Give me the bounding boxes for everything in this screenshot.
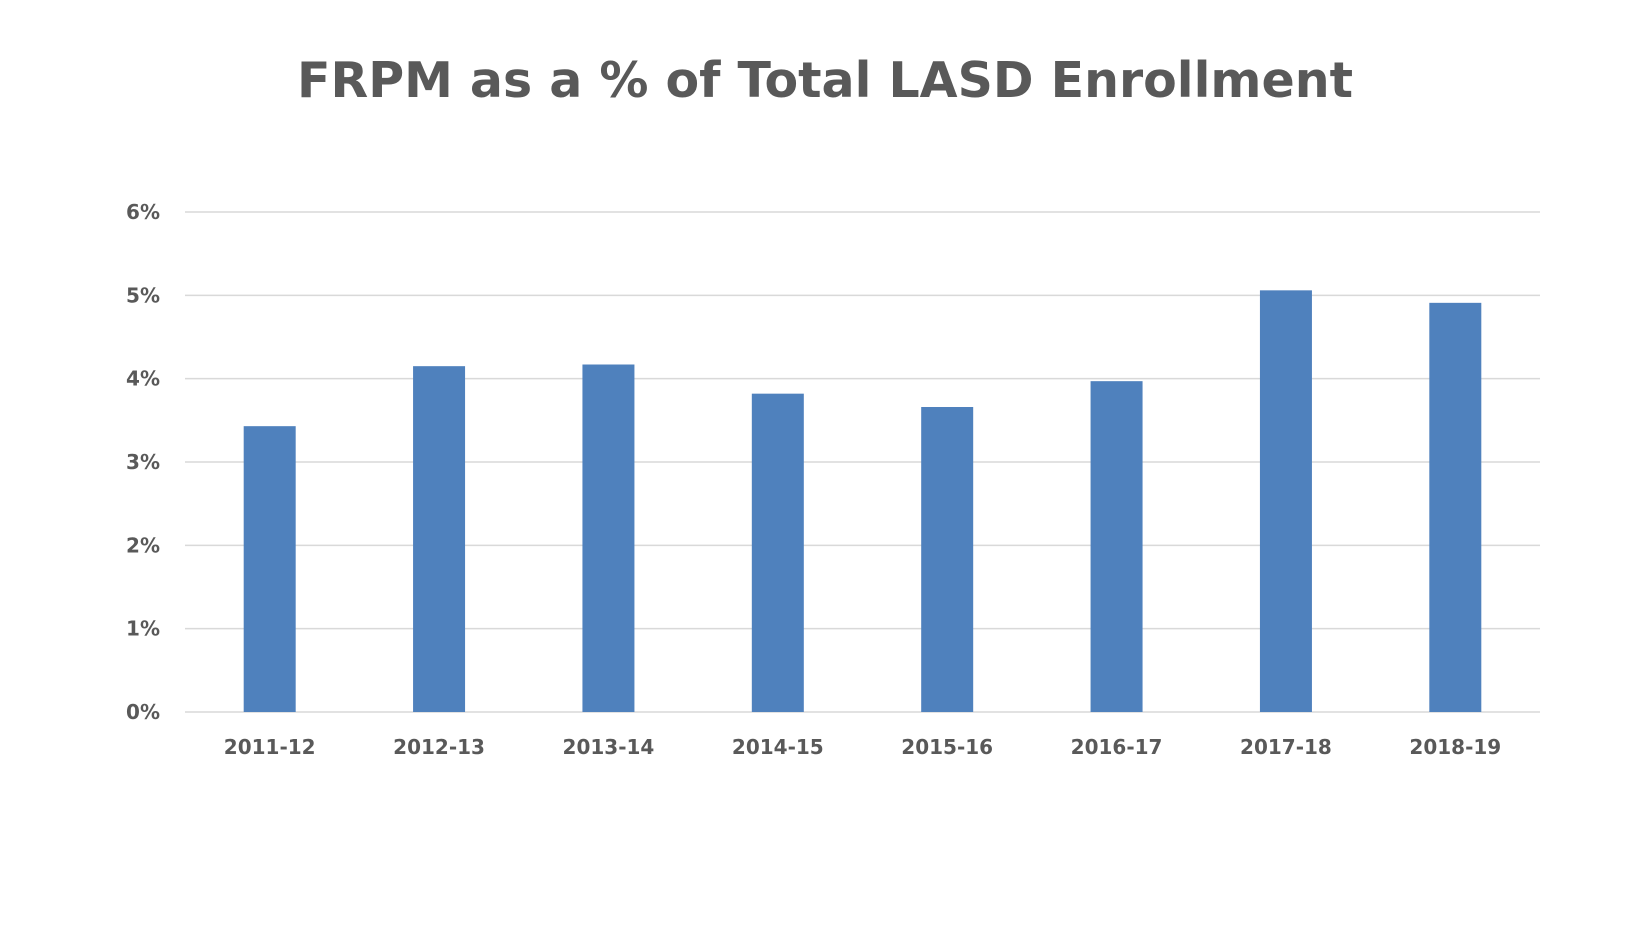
bar-2013-14 (582, 364, 635, 712)
chart-title: FRPM as a % of Total LASD Enrollment (296, 52, 1353, 109)
x-tick-label: 2011-12 (224, 735, 316, 759)
y-tick-label: 2% (126, 533, 160, 557)
y-tick-label: 3% (126, 450, 160, 474)
bars (243, 290, 1482, 712)
x-tick-label: 2012-13 (393, 735, 485, 759)
bar-2016-17 (1090, 381, 1143, 712)
x-tick-label: 2013-14 (563, 735, 655, 759)
y-axis-tick-labels: 0% 1% 2% 3% 4% 5% 6% (126, 200, 160, 724)
x-tick-label: 2015-16 (901, 735, 993, 759)
y-tick-label: 0% (126, 700, 160, 724)
y-tick-label: 6% (126, 200, 160, 224)
bar-2017-18 (1259, 290, 1312, 712)
y-tick-label: 5% (126, 283, 160, 307)
y-tick-label: 4% (126, 367, 160, 391)
bar-2014-15 (751, 393, 804, 712)
x-axis-tick-labels: 2011-12 2012-13 2013-14 2014-15 2015-16 2016-… (224, 735, 1501, 759)
x-tick-label: 2018-19 (1409, 735, 1501, 759)
bar-2012-13 (413, 366, 466, 712)
bar-2018-19 (1429, 302, 1482, 712)
bar-2015-16 (921, 407, 974, 712)
bar-2011-12 (243, 426, 296, 712)
x-tick-label: 2017-18 (1240, 735, 1332, 759)
y-tick-label: 1% (126, 617, 160, 641)
x-tick-label: 2014-15 (732, 735, 824, 759)
gridlines (185, 211, 1540, 713)
x-tick-label: 2016-17 (1071, 735, 1163, 759)
